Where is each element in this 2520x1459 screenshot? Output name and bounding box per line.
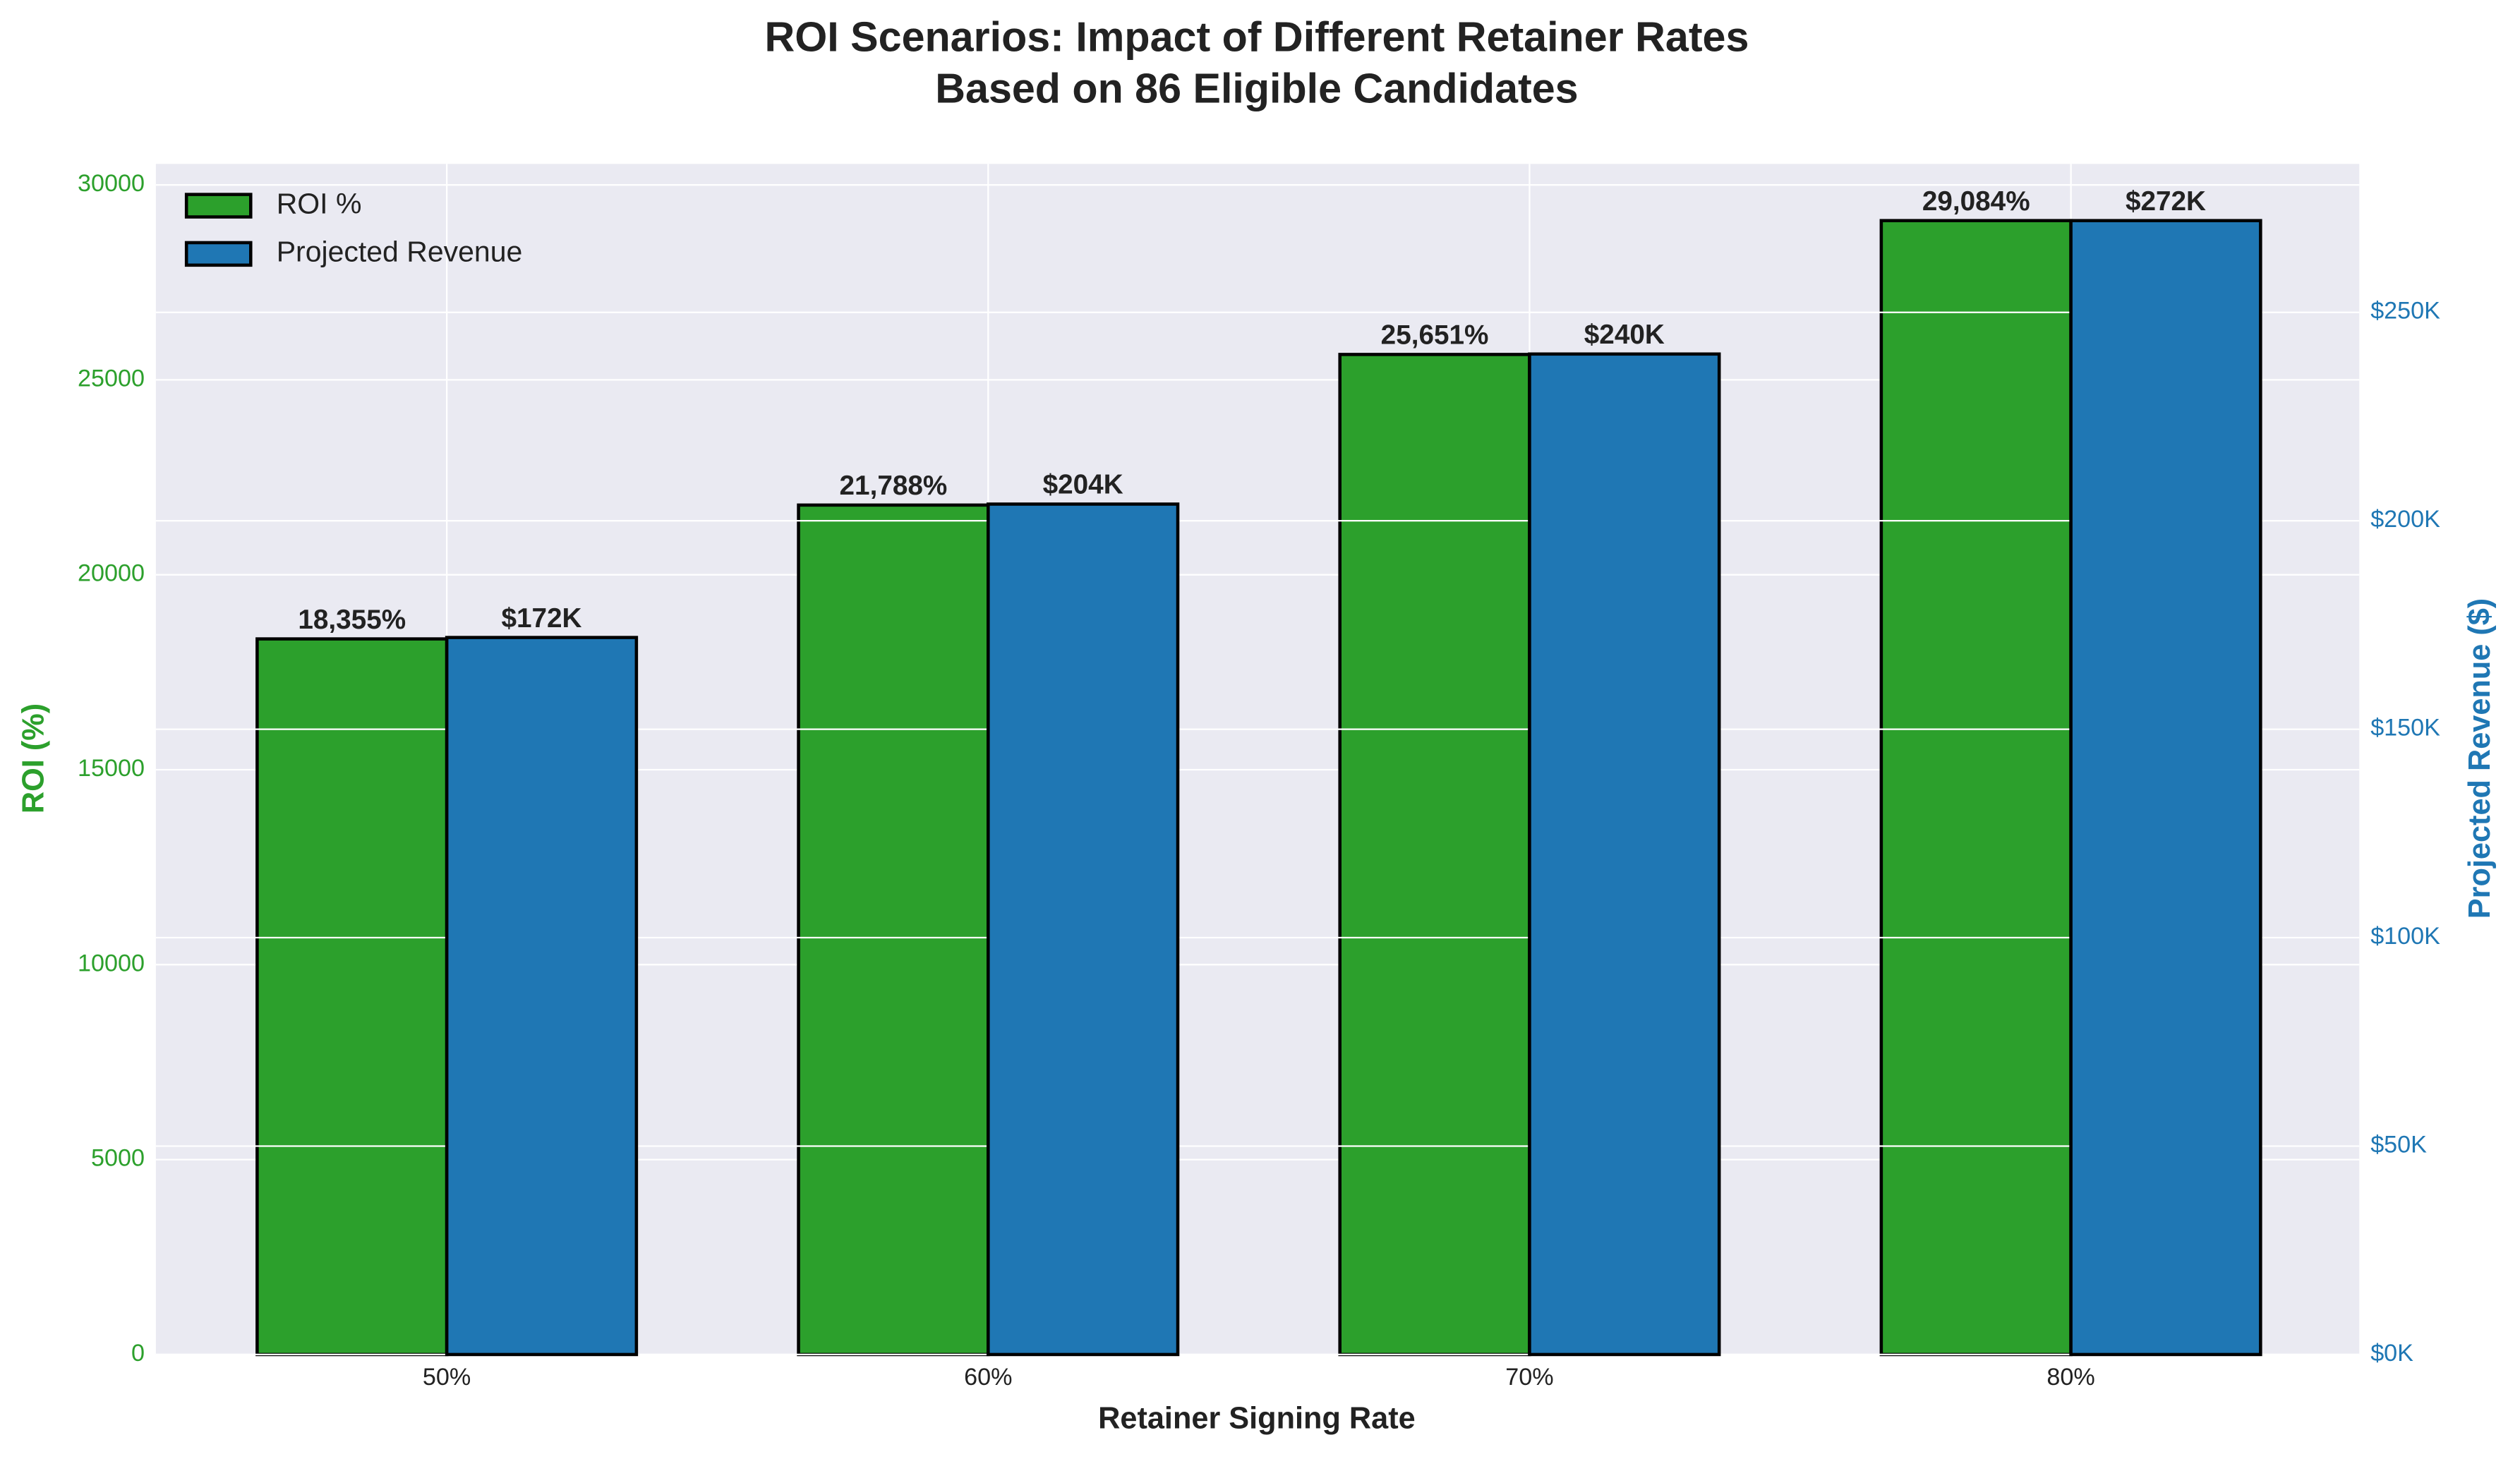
data-label: $172K — [501, 603, 581, 634]
y-tick-label: 0 — [131, 1340, 145, 1367]
y-tick-label: 5000 — [91, 1145, 145, 1172]
chart-subtitle: Based on 86 Eligible Candidates — [935, 65, 1578, 112]
x-tick-label: 60% — [964, 1364, 1012, 1391]
legend-swatch — [184, 193, 253, 219]
y2-tick-label: $100K — [2370, 923, 2440, 950]
y-tick-label: 30000 — [78, 170, 145, 197]
y-tick-label: 25000 — [78, 365, 145, 392]
bar — [987, 502, 1180, 1357]
y-axis-label: ROI (%) — [17, 703, 51, 813]
bar — [797, 503, 990, 1357]
y-tick-label: 15000 — [78, 755, 145, 782]
y2-tick-label: $200K — [2370, 506, 2440, 533]
y-tick-label: 20000 — [78, 560, 145, 587]
data-label: $240K — [1584, 320, 1665, 350]
bar — [1879, 219, 2073, 1357]
data-label: 18,355% — [298, 605, 406, 635]
x-tick-label: 70% — [1505, 1364, 1553, 1391]
bar — [2069, 219, 2262, 1357]
y2-tick-label: $150K — [2370, 715, 2440, 741]
bar — [445, 636, 639, 1357]
x-tick-label: 50% — [423, 1364, 471, 1391]
x-axis-label: Retainer Signing Rate — [1098, 1402, 1416, 1436]
data-label: 29,084% — [1922, 186, 2030, 217]
bar — [1528, 352, 1721, 1357]
bar — [1338, 353, 1531, 1357]
y-tick-label: 10000 — [78, 950, 145, 976]
legend-label: ROI % — [277, 187, 362, 219]
y2-axis-label: Projected Revenue ($) — [2463, 598, 2497, 919]
data-label: $204K — [1043, 470, 1123, 500]
data-label: 21,788% — [840, 471, 948, 501]
y2-tick-label: $0K — [2370, 1340, 2413, 1367]
data-label: 25,651% — [1381, 320, 1489, 351]
legend-label: Projected Revenue — [277, 236, 523, 268]
legend-swatch — [184, 241, 253, 267]
data-label: $272K — [2126, 186, 2206, 217]
chart-title: ROI Scenarios: Impact of Different Retai… — [764, 13, 1749, 61]
bar — [255, 637, 449, 1357]
y2-tick-label: $50K — [2370, 1132, 2427, 1158]
y2-tick-label: $250K — [2370, 298, 2440, 325]
x-tick-label: 80% — [2046, 1364, 2094, 1391]
